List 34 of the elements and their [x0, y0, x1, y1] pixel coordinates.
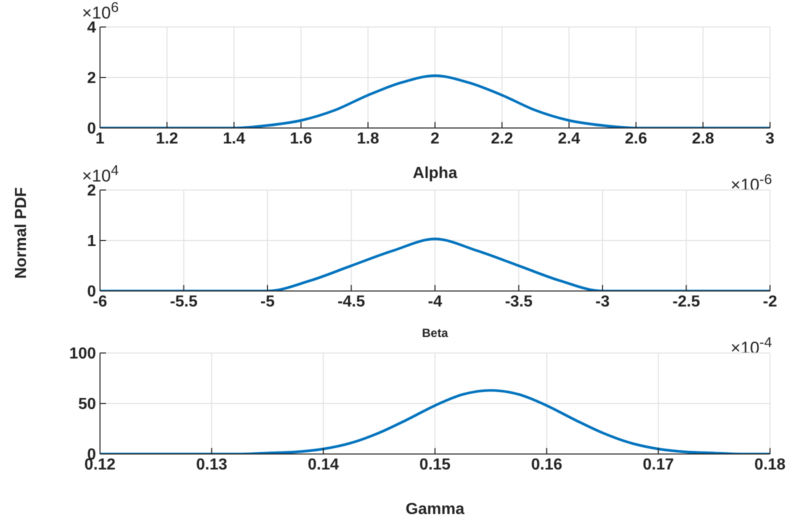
x-tick-label: 1.8	[356, 130, 380, 148]
x-tick-label: -3.5	[504, 293, 533, 310]
x-axis-title: Gamma	[406, 501, 464, 516]
x-tick-label: 2.8	[692, 130, 714, 148]
x-tick-label: 0.17	[642, 456, 674, 474]
x-tick-label: -4	[428, 293, 442, 310]
x-tick-label: -2	[762, 293, 778, 310]
y-tick-label: 100	[69, 346, 96, 363]
x-tick-label: 2.4	[558, 130, 580, 148]
y-axis-title: Normal PDF	[13, 187, 31, 279]
x-tick-label: 0.18	[754, 456, 786, 474]
x-tick-label: -5	[260, 293, 275, 310]
x-tick-label: 2.2	[490, 130, 514, 148]
x-tick-label: -3	[595, 293, 610, 310]
y-tick-label: 0	[87, 284, 96, 301]
x-tick-label: 1.4	[222, 130, 246, 148]
x-tick-label: 1.6	[290, 130, 312, 148]
x-axis-title: Beta	[422, 326, 448, 340]
x-tick-label: 0.13	[196, 456, 228, 474]
y-tick-label: 2	[87, 70, 96, 88]
x-tick-label: -2.5	[672, 293, 700, 310]
x-tick-label: 2	[430, 130, 440, 148]
x-tick-label: 2.6	[624, 130, 648, 148]
y-tick-label: 0	[87, 120, 96, 138]
x-axis-title: Alpha	[412, 165, 458, 182]
x-tick-label: -4.5	[337, 293, 366, 310]
y-tick-label: 1	[87, 233, 96, 250]
x-tick-label: 0.15	[419, 456, 451, 474]
x-tick-label: 1.2	[156, 130, 178, 148]
x-tick-label: 0.16	[531, 456, 562, 474]
x-tick-label: -5.5	[170, 293, 198, 310]
x-tick-label: 0.14	[308, 456, 340, 474]
y-tick-label: 50	[78, 396, 96, 414]
x-tick-label: 3	[766, 130, 775, 148]
